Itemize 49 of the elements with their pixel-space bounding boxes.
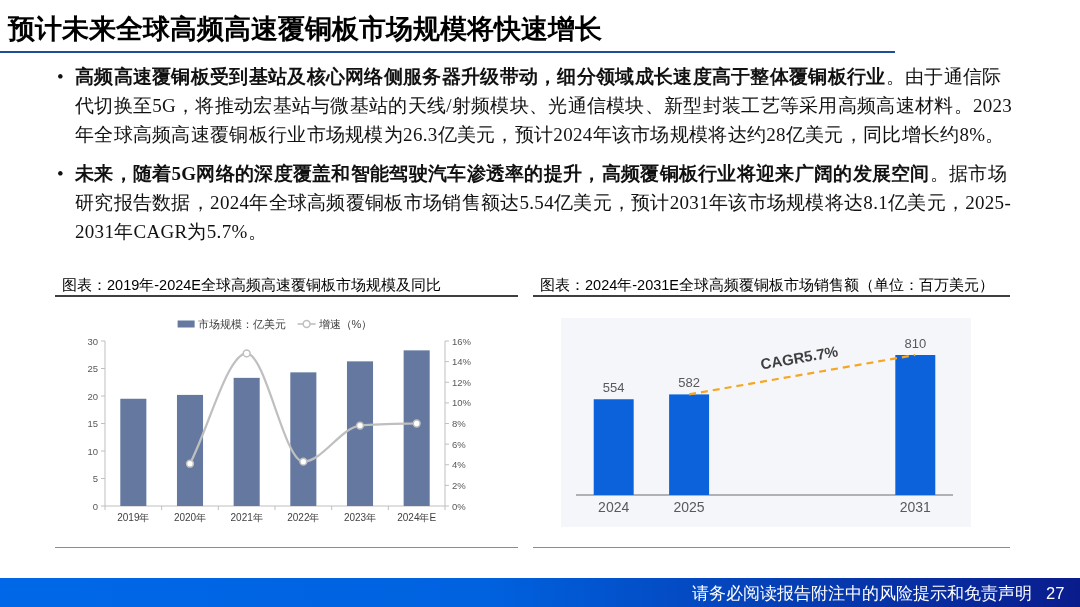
- x-tick-label: 2021年: [230, 512, 263, 523]
- y2-tick-label: 8%: [452, 418, 467, 429]
- bar: [120, 398, 147, 506]
- y-tick-label: 10: [87, 445, 98, 457]
- bar: [176, 394, 204, 506]
- point: [242, 349, 251, 358]
- data-label: 582: [678, 375, 700, 391]
- y-tick-label: 20: [87, 390, 98, 402]
- legend-label: 增速（%）: [317, 318, 373, 330]
- y-tick-label: 0: [92, 500, 98, 512]
- y2-tick-label: 10%: [452, 397, 472, 409]
- x-tick-label: 2024年E: [397, 512, 437, 523]
- text: 请务必阅读报告附注中的风险提示和免责声明: [692, 583, 1032, 603]
- x-tick-label: 2031: [899, 499, 932, 515]
- x-tick-label: 2022年: [287, 512, 320, 523]
- bar: [346, 361, 374, 506]
- y-tick-label: 25: [87, 363, 98, 374]
- y2-tick-label: 14%: [452, 356, 472, 368]
- legend-label: 市场规模：亿美元: [197, 318, 286, 330]
- y2-tick-label: 0%: [452, 500, 467, 512]
- data-label: 810: [904, 336, 927, 351]
- text: • 高频高速覆铜板受到基站及核心网络侧服务器升级带动，细分领域成长速度高于整体覆铜板行业。由于通信际代切换至5G，将推动宏基站与微基站的天线/射频模块、光通信模块、新型封装工艺等采用高频高速材料。2023年全球高频高速覆铜板行业市场规模为26.3亿美元，预计2024年该市场规模将达约28亿美元，同比增长约8%。: [57, 65, 1013, 145]
- y-tick-label: 5: [92, 473, 98, 484]
- text: 预计未来全球高频高速覆铜板市场规模将快速增长: [8, 13, 602, 45]
- chart-title: 图表：2019年-2024E全球高频高速覆铜板市场规模及同比: [62, 276, 442, 294]
- y2-tick-label: 12%: [452, 376, 472, 388]
- y-tick-label: 30: [87, 335, 98, 347]
- point: [355, 421, 365, 430]
- x-tick-label: 2019年: [117, 512, 150, 523]
- point: [185, 459, 195, 468]
- y2-tick-label: 6%: [452, 438, 467, 450]
- bar: [233, 377, 260, 506]
- chart-title: 图表：2024年-2031E全球高频覆铜板市场销售额（单位：百万美元）: [540, 276, 995, 294]
- text: 27: [1046, 583, 1065, 603]
- y2-tick-label: 4%: [452, 459, 467, 471]
- point: [412, 419, 421, 428]
- data-label: 554: [602, 380, 625, 396]
- point: [299, 457, 308, 466]
- y-tick-label: 15: [87, 418, 98, 429]
- y2-tick-label: 16%: [452, 335, 472, 347]
- bar: [290, 372, 317, 506]
- x-tick-label: 2025: [673, 499, 705, 515]
- x-tick-label: 2020年: [173, 512, 207, 523]
- annotation: CAGR5.7%: [759, 342, 840, 373]
- y2-tick-label: 2%: [452, 479, 467, 491]
- bar: [403, 350, 430, 506]
- x-tick-label: 2024: [598, 499, 630, 515]
- text: • 未来，随着5G网络的深度覆盖和智能驾驶汽车渗透率的提升，高频覆铜板行业将迎来广阔的发展空间。据市场研究报告数据，2024年全球高频覆铜板市场销售额达5.54亿美元，预计2031年该市场规模将达8.1亿美元，2025-2031年CAGR为5.7%。: [57, 162, 1012, 242]
- x-tick-label: 2023年: [343, 512, 377, 523]
